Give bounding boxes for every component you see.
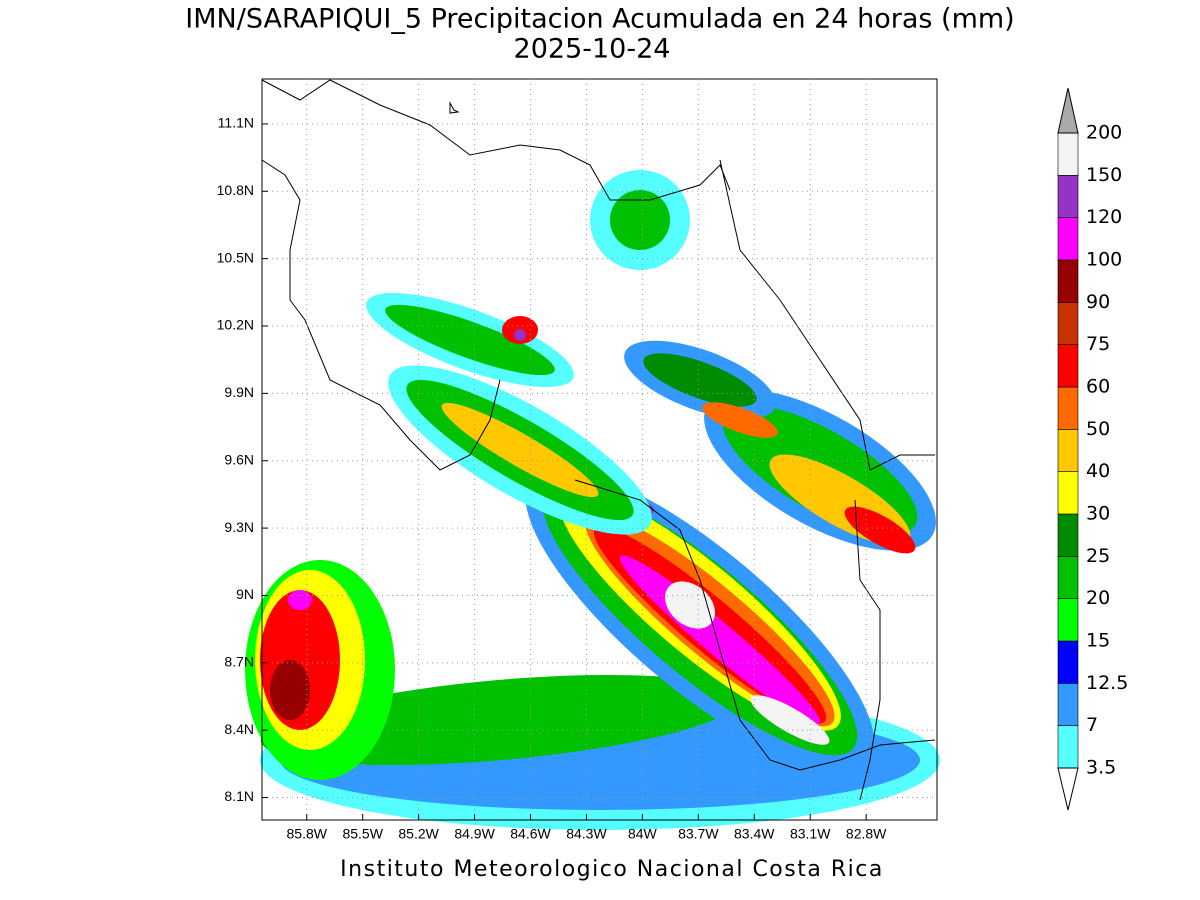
colorbar-label: 60: [1086, 376, 1110, 398]
precip-area: [750, 695, 830, 745]
colorbar-under: [1057, 767, 1079, 811]
colorbar-label: 40: [1086, 460, 1110, 482]
colorbar-label: 120: [1086, 206, 1122, 228]
colorbar-segment: [1057, 175, 1079, 218]
colorbar-label: 90: [1086, 291, 1110, 313]
lat-tick-label: 9.3N: [224, 519, 254, 535]
colorbar-segment: [1057, 683, 1079, 726]
lon-tick-label: 85.2W: [398, 826, 439, 842]
lat-tick-label: 11.1N: [218, 115, 254, 131]
title: IMN/SARAPIQUI_5 Precipitacion Acumulada …: [185, 4, 1014, 35]
colorbar-segment: [1057, 513, 1079, 557]
colorbar-label: 3.5: [1086, 757, 1116, 779]
lon-tick-label: 83.4W: [734, 826, 775, 842]
colorbar-label: 7: [1086, 714, 1098, 736]
colorbar-over: [1057, 87, 1079, 134]
lat-tick-label: 8.7N: [224, 654, 254, 670]
precip-area: [385, 304, 555, 376]
precip-area: [702, 402, 778, 438]
lat-tick-label: 10.2N: [217, 317, 254, 333]
colorbar-label: 12.5: [1086, 672, 1128, 694]
colorbar-label: 25: [1086, 545, 1110, 567]
subtitle: 2025-10-24: [514, 34, 671, 65]
lat-tick-label: 9N: [236, 586, 254, 602]
lon-tick-label: 85.8W: [287, 826, 328, 842]
colorbar-label: 200: [1086, 122, 1122, 144]
lon-tick-label: 85.5W: [342, 826, 383, 842]
lon-tick-label: 83.1W: [790, 826, 831, 842]
precip-area: [270, 660, 310, 720]
colorbar-segment: [1057, 471, 1079, 515]
lat-tick-label: 9.9N: [224, 384, 254, 400]
precip-area: [844, 506, 916, 554]
lon-tick-label: 84.6W: [510, 826, 551, 842]
colorbar-segment: [1057, 217, 1079, 261]
axes: 85.8W 85.5W 85.2W 84.9W 84.6W 84.3W 84W 83.7W 83…: [217, 79, 937, 842]
colorbar-label: 100: [1086, 249, 1122, 271]
footer: Instituto Meteorologico Nacional Costa R…: [340, 857, 884, 882]
lon-tick-label: 84.9W: [454, 826, 495, 842]
lat-tick-label: 8.1N: [224, 788, 254, 804]
precip-area: [664, 581, 716, 629]
precip-field: [245, 170, 940, 830]
colorbar-segment: [1057, 429, 1079, 472]
colorbar-segment: [1057, 344, 1079, 388]
lat-tick-label: 8.4N: [224, 721, 254, 737]
map-frame: [261, 78, 938, 821]
colorbar-segment: [1057, 386, 1079, 430]
lon-tick-label: 84W: [628, 826, 658, 842]
colorbar-label: 50: [1086, 418, 1110, 440]
lat-tick-label: 9.6N: [224, 451, 254, 467]
colorbar-label: 150: [1086, 164, 1122, 186]
colorbar-segment: [1057, 640, 1079, 684]
colorbar-segment: [1057, 259, 1079, 303]
lon-tick-label: 82.8W: [846, 826, 887, 842]
precip-area: [643, 353, 757, 407]
colorbar: 3.5 7 12.5 15 20 25 30 40 50 60 75 90 100 120 150 200: [1057, 87, 1128, 811]
colorbar-label: 75: [1086, 333, 1110, 355]
colorbar-segment: [1057, 132, 1079, 176]
colorbar-label: 15: [1086, 630, 1110, 652]
colorbar-segment: [1057, 556, 1079, 599]
colorbar-segment: [1057, 302, 1079, 345]
coastlines: [261, 79, 936, 801]
colorbar-segment: [1057, 598, 1079, 642]
colorbar-segment: [1057, 725, 1079, 769]
lat-tick-label: 10.8N: [217, 182, 254, 198]
precip-area: [288, 590, 312, 610]
lon-tick-label: 84.3W: [566, 826, 607, 842]
colorbar-label: 20: [1086, 587, 1110, 609]
precip-area: [610, 190, 670, 250]
precip-area: [441, 402, 599, 498]
lon-tick-label: 83.7W: [678, 826, 719, 842]
precip-area: [514, 329, 526, 341]
colorbar-label: 30: [1086, 503, 1110, 525]
lat-tick-label: 10.5N: [217, 249, 254, 265]
